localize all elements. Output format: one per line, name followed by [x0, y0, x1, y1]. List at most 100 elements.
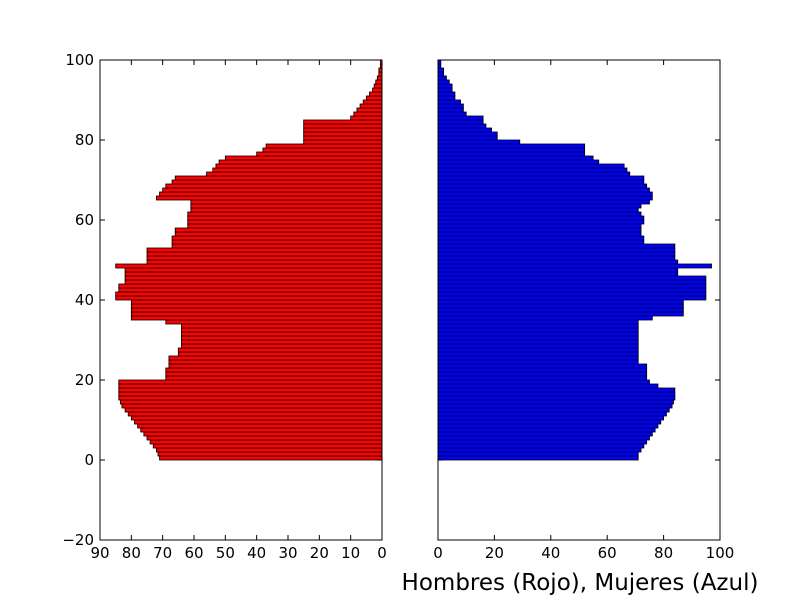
men-bar-age-30 — [181, 335, 383, 341]
women-bar-age-76 — [437, 151, 586, 157]
y-tick-label: 80 — [75, 131, 94, 149]
women-x-tick-label: 60 — [598, 544, 617, 562]
men-bar-age-40 — [115, 295, 383, 301]
men-bar-age-87 — [356, 107, 383, 113]
men-bar-age-72 — [212, 167, 383, 173]
women-bar-age-85 — [437, 115, 484, 121]
men-bar-age-91 — [369, 91, 383, 97]
men-bar-age-79 — [303, 139, 383, 145]
men-bar-age-63 — [190, 203, 383, 209]
men-bar-age-66 — [159, 191, 383, 197]
men-bar-age-88 — [359, 103, 383, 109]
men-bar-age-76 — [256, 151, 383, 157]
men-bar-age-33 — [181, 323, 383, 329]
y-tick-label: 60 — [75, 211, 94, 229]
men-bar-age-34 — [165, 319, 383, 325]
men-bar-age-71 — [206, 171, 383, 177]
women-bar-age-6 — [437, 431, 653, 437]
women-bar-age-41 — [437, 291, 707, 297]
men-bar-age-53 — [171, 243, 383, 249]
women-bar-age-4 — [437, 439, 648, 445]
men-bar-age-15 — [118, 395, 383, 401]
men-bar-age-35 — [130, 315, 383, 321]
women-bar-age-71 — [437, 171, 631, 177]
women-bar-age-82 — [437, 127, 492, 133]
women-bar-age-22 — [437, 367, 648, 373]
women-bar-age-50 — [437, 255, 676, 261]
women-bar-age-33 — [437, 323, 639, 329]
women-bar-age-86 — [437, 111, 467, 117]
men-bar-age-46 — [124, 271, 383, 277]
women-bar-age-52 — [437, 247, 676, 253]
men-bar-age-25 — [168, 355, 383, 361]
women-bar-age-54 — [437, 239, 645, 245]
men-bar-age-36 — [130, 311, 383, 317]
men-bar-age-49 — [146, 259, 383, 265]
women-bar-age-49 — [437, 259, 679, 265]
men-bar-age-32 — [181, 327, 383, 333]
men-bar-age-81 — [303, 131, 383, 137]
women-bar-age-51 — [437, 251, 676, 257]
women-x-tick-label: 20 — [485, 544, 504, 562]
men-bar-age-19 — [118, 379, 383, 385]
women-bar-age-19 — [437, 379, 650, 385]
men-bar-age-84 — [303, 119, 383, 125]
men-bar-age-48 — [115, 263, 383, 269]
men-bar-age-7 — [140, 427, 383, 433]
men-bar-age-68 — [165, 183, 383, 189]
women-bar-age-31 — [437, 331, 639, 337]
women-bar-age-72 — [437, 167, 628, 173]
men-bar-age-0 — [159, 455, 383, 461]
women-bar-age-80 — [437, 135, 498, 141]
men-bar-age-52 — [146, 247, 383, 253]
men-bar-age-37 — [130, 307, 383, 313]
women-bar-age-38 — [437, 303, 684, 309]
women-x-tick-label: 40 — [541, 544, 560, 562]
women-bar-age-11 — [437, 411, 667, 417]
women-bar-age-12 — [437, 407, 670, 413]
women-bar-age-24 — [437, 359, 639, 365]
men-bar-age-73 — [215, 163, 383, 169]
women-bar-age-37 — [437, 307, 684, 313]
men-bar-age-83 — [303, 123, 383, 129]
men-bar-age-44 — [124, 279, 383, 285]
men-x-tick-label: 10 — [341, 544, 360, 562]
men-x-tick-label: 30 — [278, 544, 297, 562]
women-bar-age-83 — [437, 123, 487, 129]
men-bar-age-58 — [187, 223, 383, 229]
women-bar-age-74 — [437, 159, 600, 165]
men-bar-age-2 — [155, 447, 383, 453]
men-x-tick-label: 40 — [247, 544, 266, 562]
women-bar-age-43 — [437, 283, 707, 289]
men-bar-age-39 — [130, 299, 383, 305]
women-bar-age-5 — [437, 435, 650, 441]
women-bar-age-16 — [437, 391, 676, 397]
men-bar-age-55 — [171, 235, 383, 241]
men-bar-age-18 — [118, 383, 383, 389]
men-bar-age-95 — [376, 75, 383, 81]
women-x-tick-label: 100 — [706, 544, 735, 562]
men-bar-age-5 — [146, 435, 383, 441]
men-x-tick-label: 50 — [216, 544, 235, 562]
men-bar-age-13 — [121, 403, 383, 409]
men-bar-age-6 — [143, 431, 383, 437]
men-bar-age-92 — [372, 87, 383, 93]
women-bar-age-90 — [437, 95, 456, 101]
women-bar-age-27 — [437, 347, 639, 353]
y-tick-label: 100 — [65, 51, 94, 69]
men-bar-age-70 — [174, 175, 383, 181]
women-bar-age-2 — [437, 447, 642, 453]
women-bar-age-30 — [437, 335, 639, 341]
men-bar-age-17 — [118, 387, 383, 393]
men-bar-age-74 — [218, 159, 383, 165]
men-bar-age-82 — [303, 127, 383, 133]
women-bar-age-94 — [437, 79, 450, 85]
men-bar-age-3 — [152, 443, 383, 449]
men-x-tick-label: 70 — [153, 544, 172, 562]
men-bar-age-43 — [118, 283, 383, 289]
women-bar-age-70 — [437, 175, 645, 181]
women-bar-age-8 — [437, 423, 659, 429]
women-bar-age-93 — [437, 83, 453, 89]
